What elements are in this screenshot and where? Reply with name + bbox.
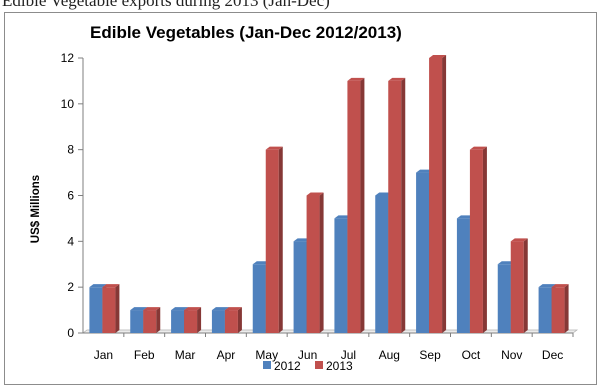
- legend: 2012 2013: [263, 359, 353, 373]
- bar-2013-Oct: [469, 146, 487, 333]
- chart-frame: Edible Vegetables (Jan-Dec 2012/2013) US…: [4, 12, 597, 385]
- bar-2013-Nov: [510, 238, 528, 333]
- caption-strip: Edible Vegetable exports during 2013 (Ja…: [0, 0, 603, 12]
- bar-2013-Apr: [224, 307, 242, 333]
- legend-label-2012: 2012: [274, 359, 301, 373]
- y-tick-label: 4: [67, 234, 74, 248]
- y-tick-label: 8: [67, 143, 74, 157]
- x-tick-label: Nov: [501, 348, 522, 362]
- bar-2013-Sep: [429, 55, 447, 333]
- y-tick-label: 2: [67, 280, 74, 294]
- x-tick-label: Apr: [217, 348, 236, 362]
- caption-text: Edible Vegetable exports during 2013 (Ja…: [2, 0, 330, 10]
- y-tick-label: 0: [67, 326, 74, 340]
- chart-title: Edible Vegetables (Jan-Dec 2012/2013): [90, 23, 402, 42]
- y-tick-label: 12: [61, 51, 75, 65]
- bar-2013-Jun: [306, 192, 324, 333]
- bar-chart: Edible Vegetables (Jan-Dec 2012/2013) US…: [30, 23, 579, 373]
- bar-2013-Dec: [551, 284, 569, 333]
- bar-2013-Jan: [102, 284, 120, 333]
- y-tick-labels: 0 2 4 6 8 10 12: [61, 51, 83, 340]
- bar-2013-May: [265, 146, 283, 333]
- bars: [89, 55, 569, 334]
- x-tick-label: Oct: [462, 348, 481, 362]
- bar-2013-Feb: [143, 307, 161, 333]
- bar-2013-Jul: [347, 77, 365, 334]
- bar-2013-Aug: [388, 77, 406, 334]
- x-tick-label: Aug: [379, 348, 400, 362]
- y-tick-label: 10: [61, 97, 75, 111]
- legend-swatch-2012: [263, 361, 271, 369]
- x-tick-label: May: [255, 348, 278, 362]
- y-axis-label: US$ Millions: [30, 175, 42, 243]
- legend-swatch-2013: [315, 361, 323, 369]
- x-tick-label: Dec: [542, 348, 563, 362]
- x-tick-label: Jul: [341, 348, 356, 362]
- x-tick-label: Jun: [298, 348, 317, 362]
- y-tick-label: 6: [67, 189, 74, 203]
- legend-label-2013: 2013: [326, 359, 353, 373]
- x-tick-label: Mar: [175, 348, 196, 362]
- x-tick-label: Jan: [94, 348, 113, 362]
- bar-2013-Mar: [184, 307, 202, 333]
- x-tick-labels: Jan Feb Mar Apr May Jun Jul Aug Sep Oct Nov Dec: [94, 333, 574, 362]
- x-tick-label: Sep: [419, 348, 441, 362]
- x-tick-label: Feb: [134, 348, 155, 362]
